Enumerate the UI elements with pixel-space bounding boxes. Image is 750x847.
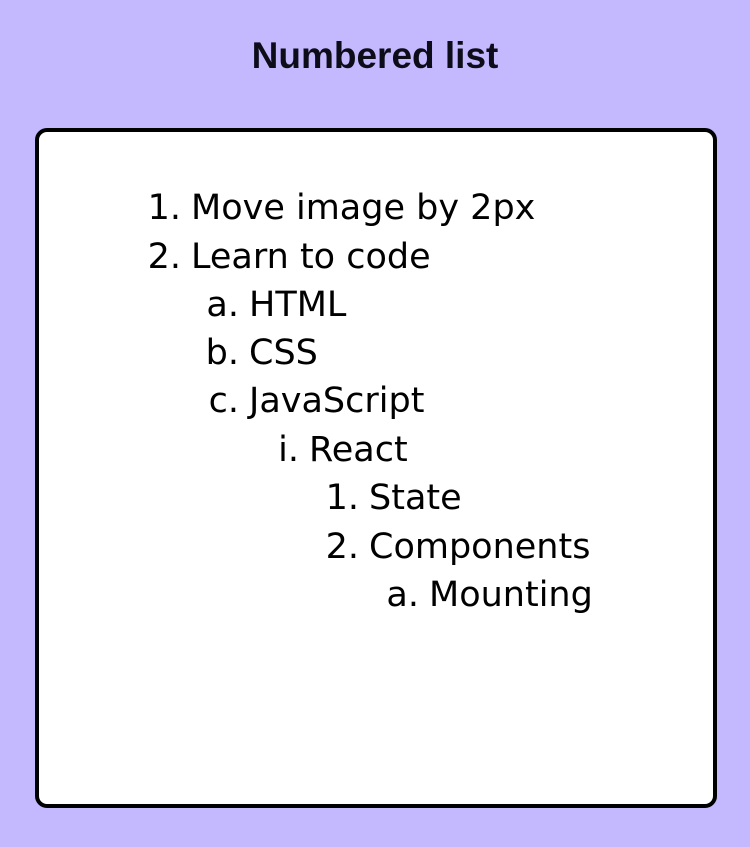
list-item-marker: 2. [147,237,181,277]
list-item-marker: c. [208,381,239,421]
list-item-text: Mounting [429,575,593,615]
list-item: 1. State [311,474,462,522]
list-item: c. JavaScript [191,377,425,425]
list-item: a. Mounting [371,571,593,619]
page-title: Numbered list [251,35,499,76]
list-item-marker: 2. [325,527,359,567]
list-item-text: Components [369,527,591,567]
list-item-text: React [309,430,408,470]
list-item-marker: a. [386,575,419,615]
list-item: b. CSS [191,329,318,377]
list-item-text: HTML [249,285,347,325]
list-item: i. React [251,426,408,474]
list-item-text: State [369,478,462,518]
list-item-marker: a. [206,285,239,325]
list-item-marker: i. [278,430,299,470]
list-item: 1. Move image by 2px [135,184,536,232]
list-item-marker: b. [205,333,239,373]
list-item-text: Move image by 2px [191,188,536,228]
list-item-text: JavaScript [249,381,425,421]
list-item: 2. Learn to code [135,233,431,281]
list-item-marker: 1. [325,478,359,518]
list-item: a. HTML [191,281,346,329]
list-item-marker: 1. [147,188,181,228]
list-card: 1. Move image by 2px 2. Learn to code a. HT… [35,128,717,808]
list-item-text: CSS [249,333,318,373]
list-item: 2. Components [311,523,591,571]
list-item-text: Learn to code [191,237,431,277]
